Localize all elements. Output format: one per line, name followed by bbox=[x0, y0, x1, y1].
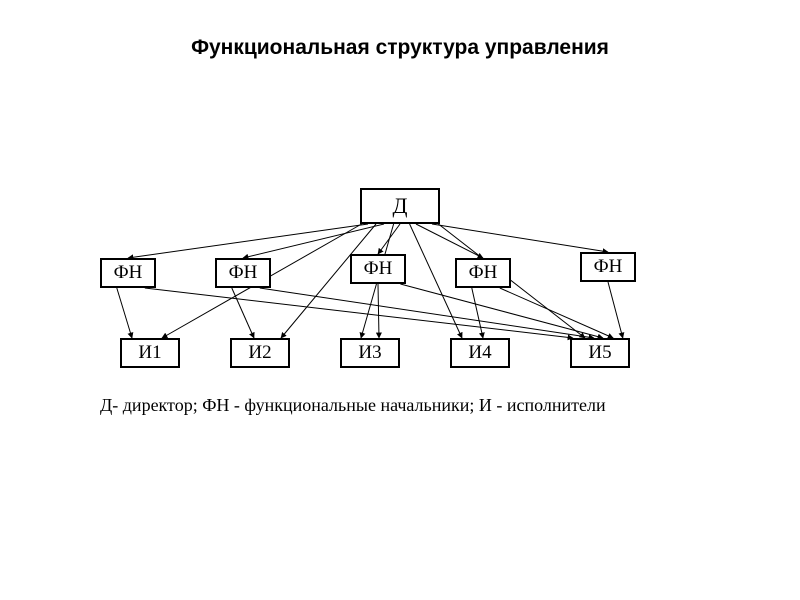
node-i3: И3 bbox=[340, 338, 400, 368]
node-fn4: ФН bbox=[455, 258, 511, 288]
node-d: Д bbox=[360, 188, 440, 224]
edge-fn5-i5 bbox=[608, 282, 623, 338]
node-fn2: ФН bbox=[215, 258, 271, 288]
edge-d-fn2 bbox=[243, 224, 384, 258]
node-i4: И4 bbox=[450, 338, 510, 368]
edge-fn2-i5 bbox=[260, 288, 594, 338]
node-fn1: ФН bbox=[100, 258, 156, 288]
node-i5: И5 bbox=[570, 338, 630, 368]
diagram-canvas: Функциональная структура управления Д ФН Ф… bbox=[0, 0, 800, 600]
edge-d-fn1 bbox=[128, 224, 368, 258]
edge-d-fn4 bbox=[416, 224, 483, 258]
edges-layer bbox=[0, 0, 800, 600]
edge-d-fn3 bbox=[378, 224, 400, 254]
node-fn3: ФН bbox=[350, 254, 406, 284]
legend-text: Д- директор; ФН - функциональные начальн… bbox=[100, 395, 606, 416]
node-i2: И2 bbox=[230, 338, 290, 368]
diagram-title: Функциональная структура управления bbox=[0, 36, 800, 60]
edge-d-fn5 bbox=[432, 224, 608, 252]
node-i1: И1 bbox=[120, 338, 180, 368]
edge-fn4-i5 bbox=[500, 288, 613, 338]
edge-fn3-i5 bbox=[400, 284, 603, 338]
edge-fn3-i3 bbox=[378, 284, 379, 338]
edge-fn1-i5 bbox=[145, 288, 573, 338]
node-fn5: ФН bbox=[580, 252, 636, 282]
edge-fn4-i4 bbox=[472, 288, 483, 338]
edge-fn1-i1 bbox=[117, 288, 132, 338]
edge-fn2-i2 bbox=[232, 288, 254, 338]
